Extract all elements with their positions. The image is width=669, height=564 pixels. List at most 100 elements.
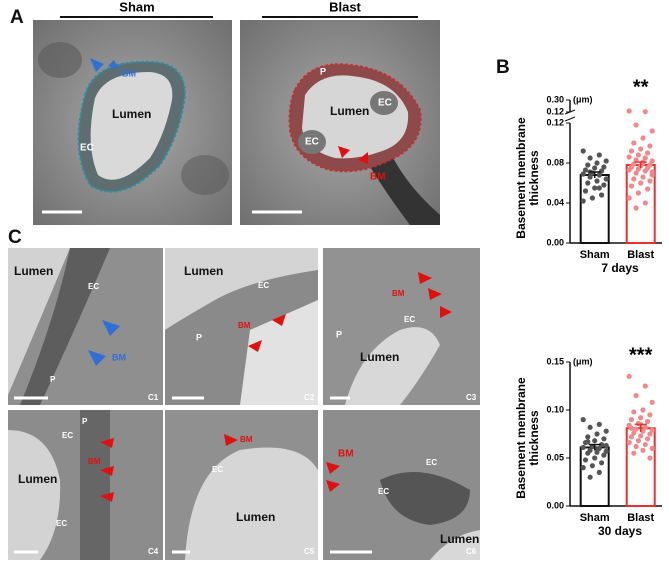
em-label: Lumen [330,104,369,118]
em-label: EC [88,282,99,291]
y-tick-label: 0.12 [546,106,564,116]
em-label: EC [80,143,94,154]
data-point [596,152,602,158]
em-label: EC [378,98,392,109]
data-point [587,174,593,180]
data-point [599,441,605,448]
y-tick-label: 0.12 [546,117,564,127]
y-axis-label: Basement membrane [514,377,528,499]
x-tick-label: Sham [580,249,610,261]
data-point [589,195,596,201]
data-point [592,455,598,461]
data-point [596,469,602,475]
y-tick-label: 0.04 [546,197,564,207]
em-label: P [82,417,88,426]
data-point [640,174,646,180]
data-point [633,122,639,128]
data-point [633,205,639,211]
data-point [649,399,655,405]
data-point [580,465,586,471]
em-grid [8,248,480,560]
em-label: Lumen [440,532,479,546]
y-tick-label: 0.00 [546,237,564,247]
y-axis-label: thickness [527,410,541,466]
data-point [633,393,639,399]
data-point [601,182,607,188]
group-title: Blast [329,0,361,14]
panel-id: C5 [304,547,315,556]
data-point [596,421,602,427]
em-label: P [320,66,326,76]
em-label: BM [370,172,386,183]
data-point [582,457,589,463]
panel-label: B [496,57,510,78]
data-point [640,407,646,413]
data-point [638,433,644,439]
em-image [33,20,232,225]
data-point [603,176,609,182]
data-point [628,425,635,431]
data-point [592,438,598,444]
charts: 0.00 0.04 0.08 0.120.12 0.30 (μm) Basement mem… [514,76,662,538]
data-point [635,166,642,172]
y-tick-label: 0.30 [546,94,564,104]
data-point [645,150,651,156]
data-point [635,190,642,196]
data-point [580,171,586,177]
x-axis-label: 30 days [598,524,642,538]
x-axis-label: 7 days [601,261,639,275]
data-point [640,135,646,141]
y-tick-label: 0.00 [546,500,564,510]
em-label: Lumen [18,472,57,486]
em-label: BM [238,321,251,330]
em-label: BM [122,68,136,78]
data-point [596,185,602,191]
panel-id: C4 [148,547,159,556]
data-point [635,152,642,158]
data-point [642,109,648,115]
data-point [642,441,648,448]
data-point [603,428,609,434]
em-label: Lumen [236,510,275,524]
data-point [647,143,653,149]
data-point [633,443,639,450]
em-label: EC [62,431,73,440]
em-label: EC [426,458,437,467]
data-point [631,409,637,415]
data-point [645,186,651,192]
group-title: Sham [119,0,154,14]
data-point [594,446,600,452]
data-point [587,474,593,480]
panel-label: C [8,227,22,248]
data-point [594,431,600,437]
em-label: BM [240,435,253,444]
em-label: Lumen [112,107,151,121]
em-label: EC [56,519,67,528]
y-tick-label: 0.05 [546,452,564,462]
y-tick-label: 0.08 [546,157,564,167]
data-point [640,428,646,434]
data-point [596,172,602,178]
data-point [628,434,635,440]
data-point [631,430,637,436]
data-point [647,455,653,461]
panel-label: A [10,7,24,28]
panel-id: C1 [148,393,159,402]
data-point [582,188,589,194]
em-label: EC [258,281,269,290]
y-tick-label: 0.15 [546,356,564,366]
data-point [599,460,605,466]
data-point [601,452,607,458]
data-point [585,180,591,186]
axis-break [564,116,576,122]
data-point [640,447,646,453]
data-point [642,155,648,161]
em-label: BM [338,449,354,460]
data-point [594,160,600,166]
data-point [601,436,607,442]
data-point [638,415,644,421]
x-tick-label: Blast [627,249,654,261]
data-point [585,439,591,445]
data-point [592,185,598,191]
